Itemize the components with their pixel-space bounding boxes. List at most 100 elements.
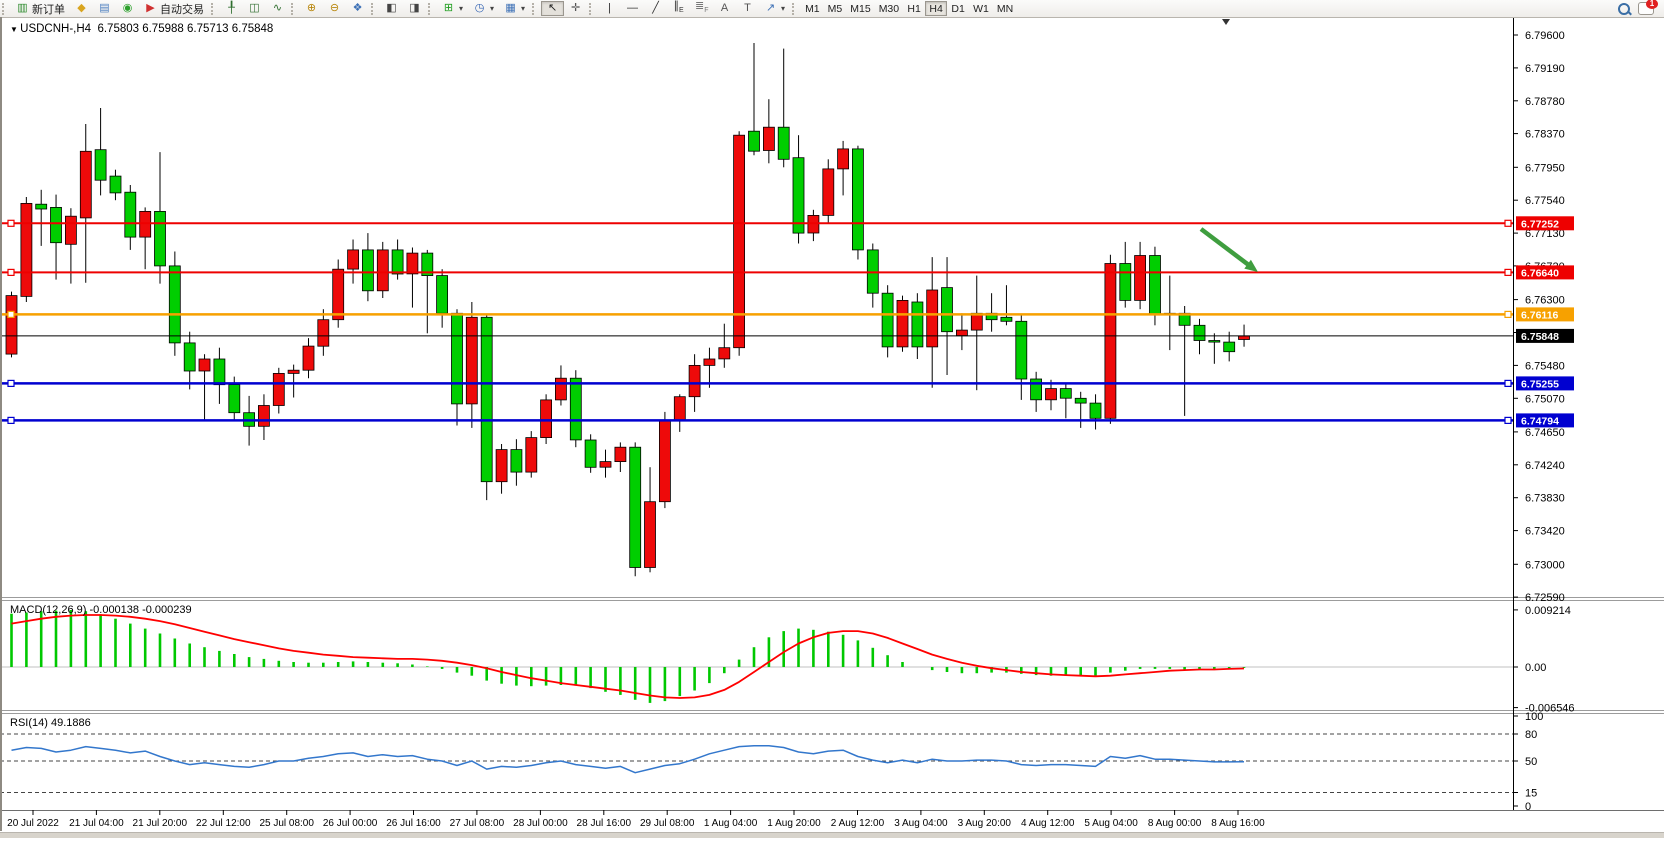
svg-text:29 Jul 08:00: 29 Jul 08:00	[640, 818, 695, 829]
templates-button[interactable]: ▦ ▾	[499, 1, 530, 16]
market-watch-icon: ◉	[122, 2, 133, 14]
svg-text:100: 100	[1525, 711, 1543, 723]
timeframe-m1-button[interactable]: M1	[801, 1, 824, 16]
svg-text:-0.006546: -0.006546	[1525, 703, 1575, 715]
toolbar-grip[interactable]	[291, 2, 298, 15]
periods-button[interactable]: ◷ ▾	[468, 1, 499, 16]
autotrading-label: 自动交易	[160, 3, 204, 16]
horizontal-line-button[interactable]: —	[621, 1, 644, 16]
vertical-line-button[interactable]: |	[598, 1, 621, 16]
svg-text:50: 50	[1525, 756, 1537, 768]
autotrading-icon: ▶	[146, 2, 155, 14]
timeframe-group: M1 M5 M15 M30 H1 H4 D1 W1 MN	[801, 1, 1017, 16]
chart-bars-icon: ╀	[228, 2, 235, 14]
cascade-windows-icon: ◨	[409, 2, 420, 14]
chevron-down-icon: ▾	[521, 4, 526, 13]
svg-text:6.77130: 6.77130	[1525, 228, 1565, 240]
crosshair-icon: ✛	[570, 2, 581, 14]
toolbar-grip[interactable]	[2, 2, 9, 15]
svg-text:6.78780: 6.78780	[1525, 96, 1565, 108]
cascade-windows-button[interactable]: ◨	[403, 1, 426, 16]
open-chart-icon: ▤	[99, 2, 110, 14]
trendline-button[interactable]: ╱	[644, 1, 667, 16]
new-order-button[interactable]: ▥ 新订单	[11, 1, 70, 16]
svg-text:6.76640: 6.76640	[1521, 267, 1559, 279]
svg-text:0: 0	[1525, 801, 1531, 813]
svg-text:27 Jul 08:00: 27 Jul 08:00	[450, 818, 505, 829]
svg-text:6.78370: 6.78370	[1525, 129, 1565, 141]
zoom-in-icon: ⊕	[306, 2, 317, 14]
price-chart[interactable]: 6.79600 6.79190 6.78780 6.78370 6.77950 6.775…	[0, 17, 1664, 837]
equidistant-channel-icon: ∥E	[673, 0, 684, 15]
svg-text:6.73830: 6.73830	[1525, 493, 1565, 505]
notifications-icon[interactable]: 1	[1638, 0, 1658, 15]
open-chart-button[interactable]: ▤	[93, 1, 116, 16]
zoom-in-button[interactable]: ⊕	[300, 1, 323, 16]
periods-icon: ◷	[474, 2, 485, 14]
timeframe-m5-button[interactable]: M5	[824, 1, 847, 16]
zoom-out-button[interactable]: ⊖	[323, 1, 346, 16]
equidistant-channel-button[interactable]: ∥E	[667, 0, 690, 16]
svg-text:6.76116: 6.76116	[1521, 309, 1559, 321]
toolbar-grip[interactable]	[589, 2, 596, 15]
timeframe-w1-button[interactable]: W1	[969, 1, 993, 16]
arrows-button[interactable]: ↗ ▾	[759, 1, 790, 16]
chart-bars-button[interactable]: ╀	[220, 1, 243, 16]
svg-text:6.77540: 6.77540	[1525, 195, 1565, 207]
chart-title: ▼ USDCNH-,H4 6.75803 6.75988 6.75713 6.7…	[10, 23, 274, 35]
chart-candles-icon: ◫	[249, 2, 260, 14]
tile-windows-button[interactable]: ❖	[346, 1, 369, 16]
add-indicator-button[interactable]: ⊞ ▾	[437, 1, 468, 16]
chart-candles-button[interactable]: ◫	[243, 1, 266, 16]
timeframe-m30-button[interactable]: M30	[875, 1, 903, 16]
toolbar-grip[interactable]	[532, 2, 539, 15]
arrange-windows-button[interactable]: ◧	[380, 1, 403, 16]
svg-text:6.77252: 6.77252	[1521, 218, 1559, 230]
chart-line-button[interactable]: ∿	[266, 1, 289, 16]
new-chart-button[interactable]: ◆	[70, 1, 93, 16]
toolbar-grip[interactable]	[792, 2, 799, 15]
text-label-button[interactable]: T	[736, 1, 759, 16]
tile-windows-icon: ❖	[352, 2, 363, 14]
chevron-down-icon: ▾	[490, 4, 495, 13]
new-order-icon: ▥	[17, 2, 28, 14]
toolbar-grip[interactable]	[371, 2, 378, 15]
timeframe-h4-button[interactable]: H4	[925, 1, 948, 16]
fibonacci-button[interactable]: ≣F	[690, 0, 713, 16]
autotrading-button[interactable]: ▶ 自动交易	[139, 1, 209, 16]
svg-text:26 Jul 00:00: 26 Jul 00:00	[323, 818, 378, 829]
notifications-badge: 1	[1646, 0, 1658, 9]
text-button[interactable]: A	[713, 1, 736, 16]
main-toolbar: ▥ 新订单 ◆ ▤ ◉ ▶ 自动交易 ╀ ◫ ∿ ⊕ ⊖ ❖ ◧ ◨ ⊞ ▾ ◷ ▾…	[0, 0, 1664, 18]
toolbar-grip[interactable]	[211, 2, 218, 15]
crosshair-button[interactable]: ✛	[564, 1, 587, 16]
toolbar-grip[interactable]	[428, 2, 435, 15]
svg-text:8 Aug 16:00: 8 Aug 16:00	[1211, 818, 1265, 829]
timeframe-m15-button[interactable]: M15	[846, 1, 874, 16]
symbol-collapse-icon[interactable]: ▼	[10, 25, 21, 34]
chart-line-icon: ∿	[272, 2, 283, 14]
svg-text:15: 15	[1525, 788, 1537, 800]
timeframe-h1-button[interactable]: H1	[903, 1, 925, 16]
svg-text:6.72590: 6.72590	[1525, 592, 1565, 604]
rsi-indicator-label: RSI(14) 49.1886	[10, 717, 91, 729]
timeframe-d1-button[interactable]: D1	[947, 1, 969, 16]
timeframe-mn-button[interactable]: MN	[993, 1, 1017, 16]
market-watch-button[interactable]: ◉	[116, 1, 139, 16]
svg-text:6.75255: 6.75255	[1521, 378, 1559, 390]
svg-text:6.75480: 6.75480	[1525, 360, 1565, 372]
arrows-icon: ↗	[765, 2, 776, 14]
trendline-icon: ╱	[652, 2, 659, 14]
svg-text:1 Aug 20:00: 1 Aug 20:00	[767, 818, 821, 829]
svg-text:0.00: 0.00	[1525, 662, 1546, 674]
cursor-button[interactable]: ↖	[541, 1, 565, 16]
window-bottom-edge	[0, 832, 1664, 838]
templates-icon: ▦	[505, 2, 516, 14]
search-icon[interactable]	[1618, 2, 1630, 15]
text-icon: A	[720, 2, 729, 14]
svg-text:25 Jul 08:00: 25 Jul 08:00	[259, 818, 314, 829]
svg-text:8 Aug 00:00: 8 Aug 00:00	[1148, 818, 1202, 829]
cursor-icon: ↖	[547, 2, 558, 14]
svg-text:21 Jul 04:00: 21 Jul 04:00	[69, 818, 124, 829]
svg-text:22 Jul 12:00: 22 Jul 12:00	[196, 818, 251, 829]
